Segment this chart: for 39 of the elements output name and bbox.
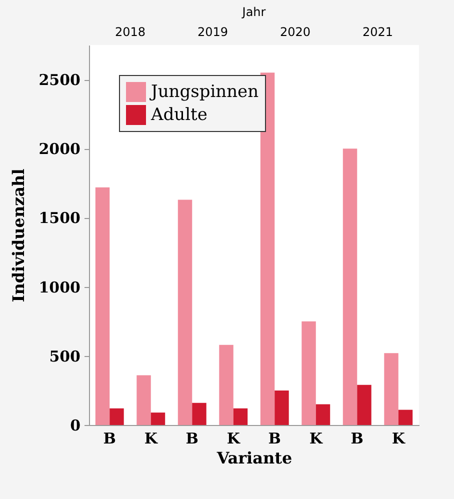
x-tick-label: B — [268, 430, 281, 448]
y-tick-label: 2500 — [38, 71, 80, 90]
x-tick-label: K — [226, 430, 241, 448]
y-tick-label: 2000 — [38, 140, 80, 158]
x-tick-label: B — [186, 430, 198, 448]
bar — [150, 412, 166, 425]
text: 2019 — [197, 25, 228, 39]
text: 2018 — [114, 25, 146, 39]
x-tick-label: K — [309, 430, 324, 448]
x-tick-label: B — [350, 430, 364, 448]
text: 2021 — [362, 25, 394, 39]
bar — [233, 408, 248, 425]
bar — [110, 408, 124, 425]
bar — [342, 148, 358, 425]
y-tick-label: 0 — [70, 416, 80, 434]
bar — [136, 375, 151, 425]
y-tick-label: 1500 — [38, 209, 80, 228]
bar — [302, 321, 316, 425]
bar — [95, 187, 110, 425]
bar — [192, 402, 206, 425]
bar — [357, 384, 372, 425]
legend-label: Jungspinnen — [149, 82, 259, 102]
y-axis-title: Individuenzahl — [8, 168, 28, 302]
x-tick-label: B — [103, 430, 116, 448]
x-axis-title: Variante — [216, 448, 292, 468]
y-tick-label: 1000 — [38, 278, 80, 296]
text: Jahr — [241, 5, 266, 19]
bar — [398, 410, 413, 425]
bar — [178, 200, 192, 425]
y-tick-label: 500 — [49, 347, 80, 366]
bar — [219, 344, 234, 425]
bar — [260, 72, 275, 425]
x-tick-label: K — [144, 430, 158, 448]
bar — [384, 353, 398, 425]
bar — [274, 390, 289, 425]
legend-label: Adulte — [150, 105, 208, 125]
text: 2020 — [280, 25, 311, 39]
bar — [316, 404, 330, 425]
x-tick-label: K — [392, 430, 406, 448]
